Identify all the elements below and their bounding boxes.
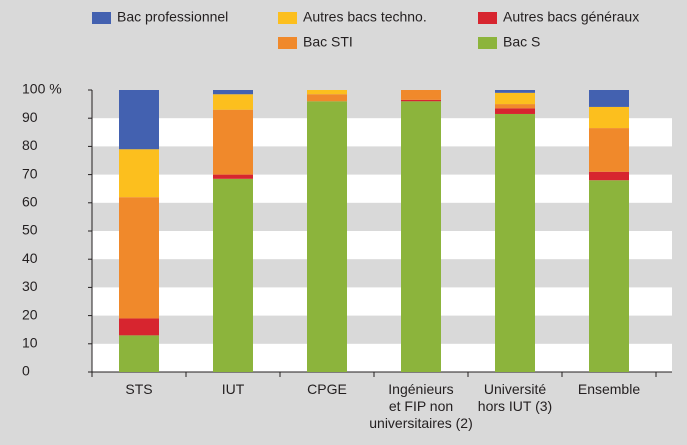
y-tick-label: 50 [22, 222, 38, 238]
grid-band [92, 231, 672, 260]
legend-swatch [478, 37, 497, 49]
legend-label: Bac professionnel [117, 9, 228, 25]
bar-segment [213, 174, 253, 179]
bar-segment [119, 149, 159, 198]
bar-segment [589, 171, 629, 181]
x-tick-label: Université hors IUT (3) [478, 381, 552, 414]
x-tick-label: IUT [222, 381, 245, 397]
y-tick-label: 60 [22, 194, 38, 210]
bar-segment [213, 178, 253, 372]
bar-segment [213, 109, 253, 175]
x-tick-label: STS [125, 381, 152, 397]
legend-swatch [92, 12, 111, 24]
y-tick-label: 70 [22, 165, 38, 181]
x-tick-label: Ensemble [578, 381, 640, 397]
legend-swatch [278, 37, 297, 49]
grid-band [92, 343, 672, 372]
bar-segment [213, 94, 253, 110]
bar-segment [119, 197, 159, 319]
bar-segment [589, 128, 629, 172]
bar-segment [495, 104, 535, 109]
bar-segment [495, 108, 535, 114]
bar-segment [119, 318, 159, 336]
grid-band [92, 287, 672, 316]
y-tick-label: 90 [22, 109, 38, 125]
y-tick-label: 0 [22, 363, 30, 379]
bar-segment [589, 180, 629, 372]
bar-segment [307, 94, 347, 102]
bar-segment [401, 99, 441, 102]
y-tick-label: 80 [22, 137, 38, 153]
bar-segment [307, 90, 347, 95]
bar-segment [213, 90, 253, 95]
legend-label: Autres bacs généraux [503, 9, 639, 25]
y-tick-label: 10 [22, 335, 38, 351]
bar-segment [495, 92, 535, 105]
bar-segment [495, 90, 535, 93]
legend-label: Bac STI [303, 34, 353, 50]
bar-segment [401, 90, 441, 100]
bar-segment [307, 101, 347, 372]
bar-segment [589, 90, 629, 107]
bar-segment [119, 90, 159, 150]
bar-segment [119, 335, 159, 372]
y-tick-label: 40 [22, 250, 38, 266]
legend-label: Autres bacs techno. [303, 9, 427, 25]
bar-segment [401, 101, 441, 372]
y-tick-label: 100 % [22, 81, 62, 97]
x-tick-label: CPGE [307, 381, 347, 397]
grid-band [92, 118, 672, 147]
bar-segment [495, 113, 535, 372]
grid-band [92, 174, 672, 203]
x-tick-label: Ingénieurs et FIP non universitaires (2) [369, 381, 472, 431]
legend-swatch [478, 12, 497, 24]
legend-swatch [278, 12, 297, 24]
bar-segment [589, 106, 629, 129]
legend-label: Bac S [503, 34, 540, 50]
y-tick-label: 30 [22, 278, 38, 294]
y-tick-label: 20 [22, 306, 38, 322]
